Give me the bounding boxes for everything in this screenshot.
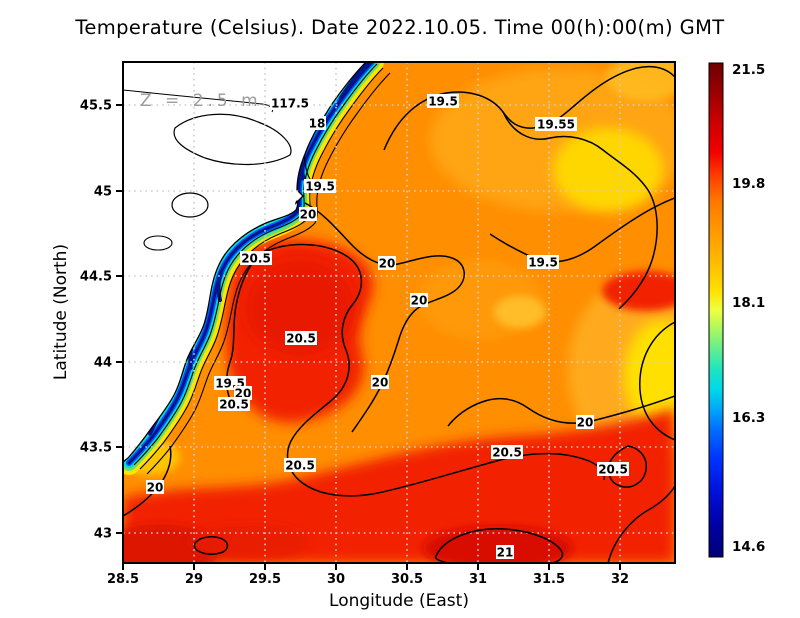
svg-text:18: 18: [309, 117, 326, 131]
svg-text:20: 20: [300, 208, 317, 222]
x-tick: 31.5: [533, 572, 565, 587]
svg-text:19.5: 19.5: [528, 256, 558, 270]
coastal-lagoon-small: [171, 192, 209, 218]
colorbar-label: 21.5: [732, 62, 765, 78]
svg-text:19.5: 19.5: [305, 180, 335, 194]
contour-label: 18: [308, 116, 326, 131]
svg-text:20: 20: [411, 294, 428, 308]
y-tick: 44: [94, 356, 112, 371]
contour-label: 20.5: [491, 445, 523, 460]
colorbar-label: 18.1: [732, 295, 765, 311]
svg-text:20: 20: [577, 416, 594, 430]
map-canvas: 117.5 18 19.5 19.55 19.5 20 20.5 19.5 20…: [123, 62, 675, 563]
coastal-lagoon-tiny: [143, 235, 173, 251]
svg-text:20.5: 20.5: [492, 446, 522, 460]
grid-lines: [123, 62, 675, 563]
coastal-cold-bands: [123, 62, 384, 475]
svg-text:20.5: 20.5: [241, 252, 271, 266]
contour-label: 19.5: [304, 179, 336, 194]
contour-label: 19.55: [535, 117, 577, 132]
colorbar-label: 14.6: [732, 539, 765, 555]
contour-label: 20.5: [284, 458, 316, 473]
contour-label: 20: [299, 207, 317, 222]
y-tick: 45: [94, 185, 112, 200]
y-tick: 43: [94, 527, 112, 542]
coastline: [123, 62, 367, 463]
svg-text:20.5: 20.5: [285, 459, 315, 473]
svg-text:19.5: 19.5: [428, 95, 458, 109]
contour-label: 20: [576, 415, 594, 430]
x-tick: 29: [185, 572, 203, 587]
contour-label: 20.5: [597, 462, 629, 477]
contour-labels: 117.5 18 19.5 19.55 19.5 20 20.5 19.5 20…: [146, 94, 629, 560]
plot-title: Temperature (Celsius). Date 2022.10.05. …: [74, 16, 724, 39]
svg-text:19.55: 19.55: [537, 118, 575, 132]
svg-text:21: 21: [497, 546, 514, 560]
y-axis-label: Latitude (North): [51, 244, 71, 380]
contour-label: 20: [378, 256, 396, 271]
x-tick: 28.5: [107, 572, 139, 587]
y-tick: 45.5: [80, 99, 112, 114]
y-axis-tick-labels: 45.5 45 44.5 44 43.5 43: [80, 99, 112, 542]
svg-text:20: 20: [372, 376, 389, 390]
colorbar: 21.5 19.8 18.1 16.3 14.6: [708, 62, 765, 558]
x-tick: 30: [327, 572, 345, 587]
svg-text:20.5: 20.5: [219, 398, 249, 412]
map-frame: [122, 61, 676, 564]
svg-text:20.5: 20.5: [286, 332, 316, 346]
x-tick: 29.5: [249, 572, 281, 587]
depth-annotation: Z = 2.5 m: [140, 91, 262, 111]
contour-label: 20: [146, 480, 164, 495]
y-tick: 43.5: [80, 441, 112, 456]
x-axis-tick-labels: 28.5 29 29.5 30 30.5 31 31.5 32: [107, 572, 629, 587]
temperature-shading: [123, 62, 675, 563]
contour-label: 19.5: [527, 255, 559, 270]
y-tick: 44.5: [80, 270, 112, 285]
axis-tick-marks: [116, 104, 621, 570]
contour-label: 20.5: [285, 331, 317, 346]
contour-lines: [123, 65, 675, 563]
colorbar-gradient: [708, 62, 724, 558]
contour-label: 21: [496, 545, 514, 560]
land-mass: [123, 62, 367, 463]
contour-label: 20: [371, 375, 389, 390]
x-axis-label: Longitude (East): [329, 591, 469, 611]
contour-label: 20.5: [240, 251, 272, 266]
contour-label: 20.5: [218, 397, 250, 412]
contour-label: 20: [410, 293, 428, 308]
contour-label: 117.5: [270, 96, 310, 111]
x-tick: 31: [469, 572, 487, 587]
svg-text:20: 20: [147, 481, 164, 495]
colorbar-label: 16.3: [732, 410, 765, 426]
x-tick: 30.5: [391, 572, 423, 587]
contour-label: 19.5: [427, 94, 459, 109]
colorbar-label: 19.8: [732, 176, 765, 192]
x-tick: 32: [611, 572, 629, 587]
svg-text:20.5: 20.5: [598, 463, 628, 477]
svg-text:20: 20: [379, 257, 396, 271]
svg-text:117.5: 117.5: [271, 97, 309, 111]
